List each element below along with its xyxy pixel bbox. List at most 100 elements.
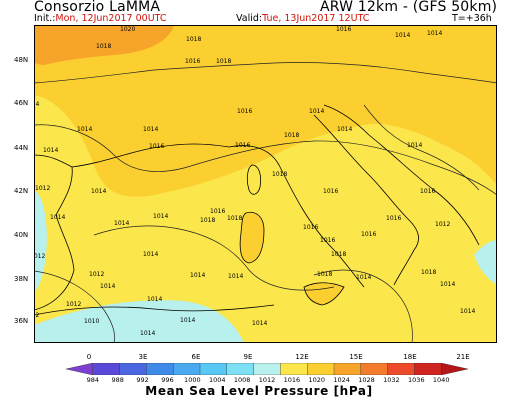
isobar-label: 1016	[149, 143, 164, 150]
colorbar-tick-label: 1020	[308, 376, 326, 384]
isobar-label: 1014	[100, 283, 115, 290]
lon-label: 0	[86, 353, 92, 361]
isobar-label: 1014	[43, 147, 58, 154]
colorbar-swatch	[333, 363, 362, 375]
colorbar-tick-label: 1000	[184, 376, 201, 384]
isobar-labels: 1020102010181018101610181016101810161016…	[34, 26, 475, 337]
colorbar-tick-label: 988	[111, 376, 124, 384]
isobar-label: 1018	[96, 43, 111, 50]
lat-label: 36N	[14, 317, 29, 325]
isobar-e	[34, 270, 116, 343]
init-time: Init.:Mon, 12Jun2017 00UTC	[34, 13, 167, 24]
valid-time: Valid:Tue, 13Jun2017 12UTC	[236, 13, 369, 24]
isobar-label: 1018	[216, 58, 231, 65]
isobar-label: 1016	[235, 142, 250, 149]
colorbar-tick-label: 984	[86, 376, 100, 384]
colorbar-tick-label: 996	[161, 376, 174, 384]
land-corsica	[246, 164, 261, 195]
isobar-label: 1016	[336, 26, 351, 33]
isobar-label: 1016	[185, 58, 200, 65]
isobar-label: 1016	[303, 224, 318, 231]
isobar-label: 1014	[427, 30, 442, 37]
isobar-label: 1018	[227, 215, 242, 222]
isobar-label: 1016	[320, 237, 335, 244]
colorbar-swatch	[441, 363, 468, 375]
land-africa	[34, 304, 275, 316]
isobar-label: 1016	[210, 208, 225, 215]
colorbar-tick-label: 1024	[333, 376, 350, 384]
lat-label: 46N	[14, 99, 29, 107]
isobar-label: 1016	[361, 231, 376, 238]
lon-label: 9E	[243, 353, 253, 361]
valid-label: Valid:	[236, 13, 263, 24]
lon-label: 21E	[456, 353, 470, 361]
isobar-label: 1014	[252, 320, 267, 327]
land-iberia	[34, 154, 75, 311]
colorbar-tick-label: 1040	[432, 376, 450, 384]
lat-label: 42N	[14, 187, 29, 195]
isobar-label: 1018	[200, 217, 215, 224]
colorbar-swatch	[66, 363, 93, 375]
isobar-label: 1012	[35, 185, 50, 192]
colorbar-tick-label: 1004	[208, 376, 226, 384]
colorbar-tick-label: 1008	[233, 376, 251, 384]
region-1012-west	[34, 190, 47, 293]
colorbar-tick-label: 992	[136, 376, 149, 384]
pressure-map: 1020102010181018101610181016101810161016…	[34, 25, 497, 343]
colorbar-swatch	[226, 363, 255, 375]
isobar-label: 1014	[153, 213, 168, 220]
colorbar-swatch	[199, 363, 228, 375]
colorbar-swatch	[146, 363, 174, 375]
land-italy-east	[313, 114, 419, 286]
init-value: Mon, 12Jun2017 00UTC	[55, 13, 167, 24]
colorbar-swatch	[172, 363, 201, 375]
isobar-label: 1012	[34, 253, 45, 260]
isobar-label: 1012	[89, 271, 104, 278]
isobar-label: 1014	[114, 220, 129, 227]
colorbar-swatch	[92, 363, 121, 375]
isobar-f	[363, 104, 480, 191]
isobar-label: 1014	[180, 317, 195, 324]
isobar-label: 1016	[386, 215, 401, 222]
land-sardinia	[239, 211, 265, 264]
isobar-label: 1014	[309, 108, 324, 115]
lon-label: 15E	[349, 353, 363, 361]
isobar-label: 1014	[407, 142, 422, 149]
land-italy-west	[228, 145, 365, 288]
land-balkan-coast	[323, 104, 480, 246]
lon-label: 18E	[403, 353, 417, 361]
colorbar-tick-label: 1032	[383, 376, 400, 384]
colorbar-tick-label: 1016	[283, 376, 301, 384]
isobar-label: 1010	[84, 318, 99, 325]
isobar-c	[93, 225, 335, 291]
region-1012-east	[474, 240, 497, 285]
lon-label: 6E	[191, 353, 201, 361]
colorbar-swatch	[360, 363, 389, 375]
isobar-label: 1014	[143, 126, 158, 133]
isobar-label: 1014	[140, 330, 155, 337]
isobar-label: 1014	[34, 101, 39, 108]
isobar-label: 1018	[272, 171, 287, 178]
isobar-label: 1018	[186, 36, 201, 43]
lon-label: 3E	[138, 353, 148, 361]
isobar-label: 1014	[91, 188, 106, 195]
isobar-b	[34, 124, 497, 196]
land-sicily	[303, 282, 345, 306]
isobar-label: 1014	[190, 272, 205, 279]
colorbar-swatch	[306, 363, 335, 375]
colorbar-swatch	[253, 363, 281, 375]
lat-label: 48N	[14, 56, 29, 64]
isobar-label: 1014	[356, 274, 371, 281]
isobar-label: 1014	[337, 126, 352, 133]
init-label: Init.:	[34, 13, 56, 24]
isobar-label: 1018	[421, 269, 436, 276]
region-1020-north	[34, 25, 174, 65]
model-title: ARW 12km - (GFS 50km)	[320, 0, 498, 15]
colorbar-swatch	[414, 363, 442, 375]
isobar-label: 1014	[77, 126, 92, 133]
isobar-label: 1014	[228, 273, 243, 280]
forecast-step: T=+36h	[452, 13, 492, 24]
pressure-colorbar	[66, 363, 468, 375]
lat-label: 40N	[14, 231, 29, 239]
isobar-label: 1012	[435, 221, 450, 228]
